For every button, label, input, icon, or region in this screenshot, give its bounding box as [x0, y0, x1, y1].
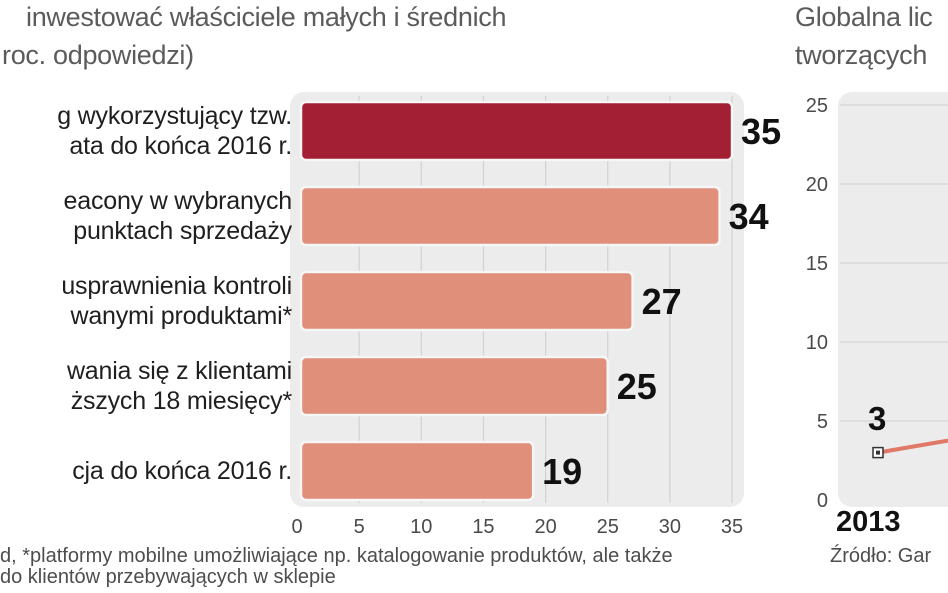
- right-chart-title-line-2: tworzących: [795, 40, 928, 70]
- bar: [299, 440, 535, 502]
- x-tick-label: 10: [410, 516, 432, 538]
- x-tick-label: 35: [721, 516, 743, 538]
- x-tick-label: 20: [534, 516, 556, 538]
- bar-category-label-line: ższych 18 miesięcy*: [70, 387, 292, 415]
- bar-category-label-line: g wykorzystujący tzw.: [57, 102, 292, 130]
- bar-value-label: 34: [729, 196, 769, 237]
- bar-value-label: 35: [741, 111, 781, 152]
- bar-category-label-line: cja do końca 2016 r.: [72, 457, 292, 485]
- x-tick-label: 0: [291, 516, 302, 538]
- bar-category-label: usprawnienia kontroli wanymi produktami*: [61, 271, 292, 331]
- bar-category-label-line: wanymi produktami*: [70, 302, 293, 330]
- bar-category-label-line: punktach sprzedaży: [73, 217, 292, 245]
- bar-category-label-line: eacony w wybranych: [63, 187, 293, 215]
- bar: [299, 270, 634, 332]
- left-chart-footnote-line-1: d, *platformy mobilne umożliwiające np. …: [0, 545, 673, 567]
- bar-category-label-line: usprawnienia kontroli: [61, 272, 292, 300]
- bar: [299, 185, 721, 247]
- x-tick-label: 25: [597, 516, 619, 538]
- right-chart-source: Źródło: Gar: [830, 545, 932, 567]
- bar-category-label: wania się z klientami ższych 18 miesięcy*: [67, 356, 292, 416]
- bar: [299, 100, 734, 162]
- bar: [299, 355, 609, 417]
- bar-category-label: eacony w wybranych punktach sprzedaży: [63, 186, 293, 246]
- x-tick-label: 5: [354, 516, 365, 538]
- bar-value-label: 27: [642, 281, 682, 322]
- left-chart-footnote-line-2: do klientów przebywających w sklepie: [0, 566, 336, 588]
- x-tick-label: 15: [472, 516, 494, 538]
- bar-category-label-line: wania się z klientami: [66, 357, 292, 385]
- bar-category-label: g wykorzystujący tzw. ata do końca 2016 r…: [57, 101, 292, 161]
- left-chart-title-line-2: roc. odpowiedzi): [2, 40, 194, 70]
- x-tick-label: 30: [659, 516, 681, 538]
- bar-category-label-line: ata do końca 2016 r.: [69, 132, 292, 160]
- bar-value-label: 25: [617, 366, 657, 407]
- bar-value-label: 19: [542, 451, 582, 492]
- right-chart-title-line-1: Globalna lic: [795, 2, 933, 32]
- left-chart-title-line-1: inwestować właściciele małych i średnich: [26, 2, 507, 32]
- bar-category-label: cja do końca 2016 r.: [72, 456, 292, 486]
